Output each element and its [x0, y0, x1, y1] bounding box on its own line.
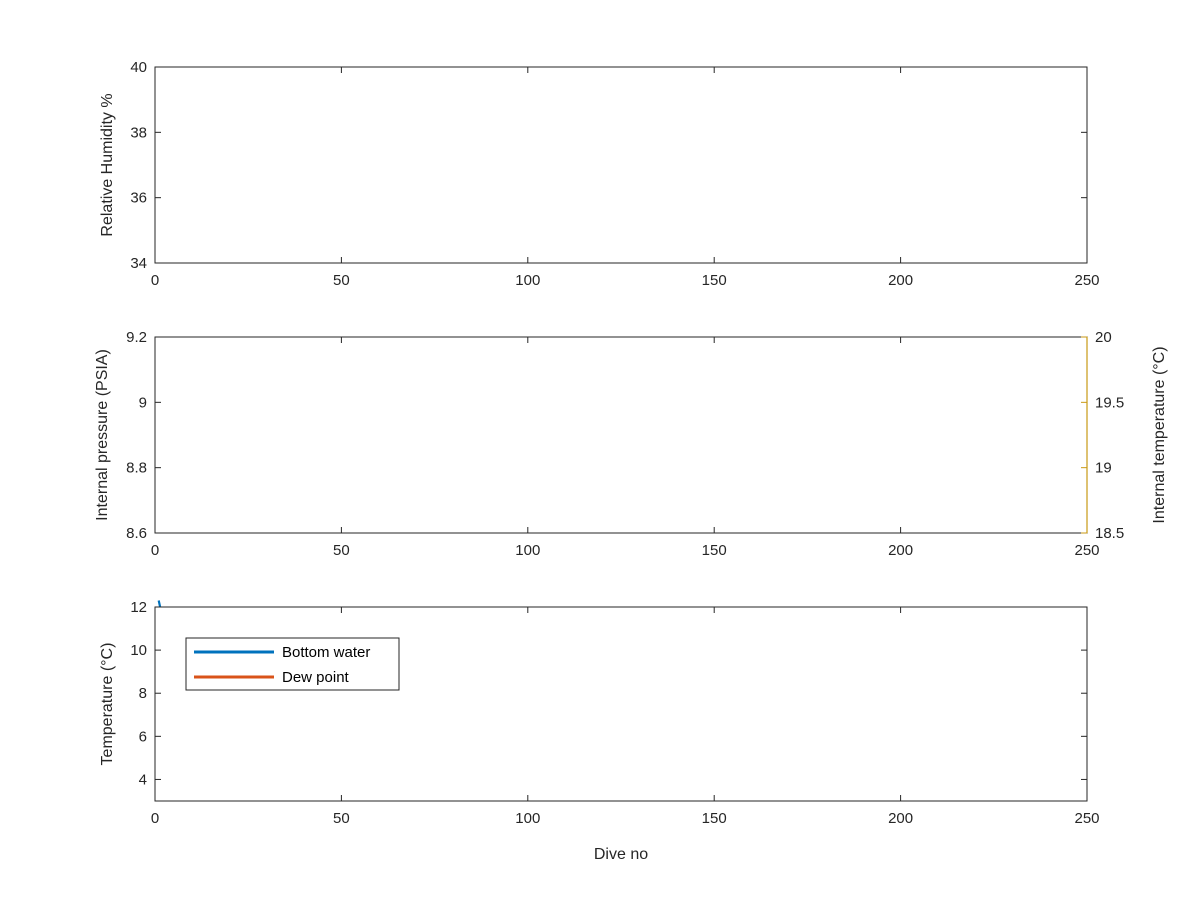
y-tick-label: 38 — [130, 124, 147, 141]
x-tick-label: 150 — [702, 810, 727, 827]
x-tick-label: 100 — [515, 272, 540, 289]
y-tick-label: 36 — [130, 190, 147, 207]
y-tick-label: 34 — [130, 255, 147, 272]
legend: Bottom water Dew point — [185, 637, 400, 691]
x-tick-label: 0 — [151, 810, 159, 827]
y-axis-label: Internal pressure (PSIA) — [94, 349, 111, 521]
x-tick-label: 150 — [702, 542, 727, 559]
legend-box — [185, 637, 400, 691]
legend-label: Bottom water — [282, 644, 370, 661]
x-tick-label: 100 — [515, 810, 540, 827]
x-tick-label: 0 — [151, 272, 159, 289]
y2-tick-label: 19.5 — [1095, 394, 1124, 411]
chart-panel-1: 0 50 100 150 200 250 34 36 38 40 Relative Humidity… — [99, 59, 1100, 289]
y2-tick-label: 18.5 — [1095, 525, 1124, 542]
x-tick-label: 200 — [888, 272, 913, 289]
x-tick-label: 250 — [1074, 810, 1099, 827]
x-tick-label: 50 — [333, 542, 350, 559]
x-tick-label: 250 — [1074, 272, 1099, 289]
x-tick-label: 50 — [333, 272, 350, 289]
y-tick-label: 40 — [130, 59, 147, 76]
y-tick-label: 8.6 — [126, 525, 147, 542]
x-tick-label: 200 — [888, 810, 913, 827]
chart-panel-3: 0 50 100 150 200 250 4 6 8 10 12 Temperature (°C) Di… — [99, 599, 1100, 863]
chart-panel-2: 0 50 100 150 200 250 8.6 8.8 9 9.2 Internal pressu… — [94, 329, 1168, 559]
y2-axis-label: Internal temperature (°C) — [1151, 346, 1168, 523]
y-tick-label: 9 — [139, 394, 147, 411]
axes-frame — [154, 66, 1088, 264]
x-tick-label: 150 — [702, 272, 727, 289]
y-tick-label: 10 — [130, 642, 147, 659]
y-tick-label: 8 — [139, 685, 147, 702]
y-axis-label: Relative Humidity % — [99, 93, 116, 236]
x-tick-label: 0 — [151, 542, 159, 559]
y-tick-label: 6 — [139, 728, 147, 745]
axes-frame — [154, 336, 1088, 534]
legend-label: Dew point — [282, 669, 350, 686]
y-axis-label: Temperature (°C) — [99, 643, 116, 766]
y-tick-label: 12 — [130, 599, 147, 616]
y2-tick-label: 20 — [1095, 329, 1112, 346]
x-tick-label: 100 — [515, 542, 540, 559]
x-tick-label: 200 — [888, 542, 913, 559]
x-tick-label: 250 — [1074, 542, 1099, 559]
y-tick-label: 9.2 — [126, 329, 147, 346]
y-tick-label: 4 — [139, 771, 147, 788]
x-tick-label: 50 — [333, 810, 350, 827]
y2-tick-label: 19 — [1095, 460, 1112, 477]
axes-frame — [154, 606, 1088, 802]
x-axis-label: Dive no — [594, 846, 648, 863]
y-tick-label: 8.8 — [126, 460, 147, 477]
